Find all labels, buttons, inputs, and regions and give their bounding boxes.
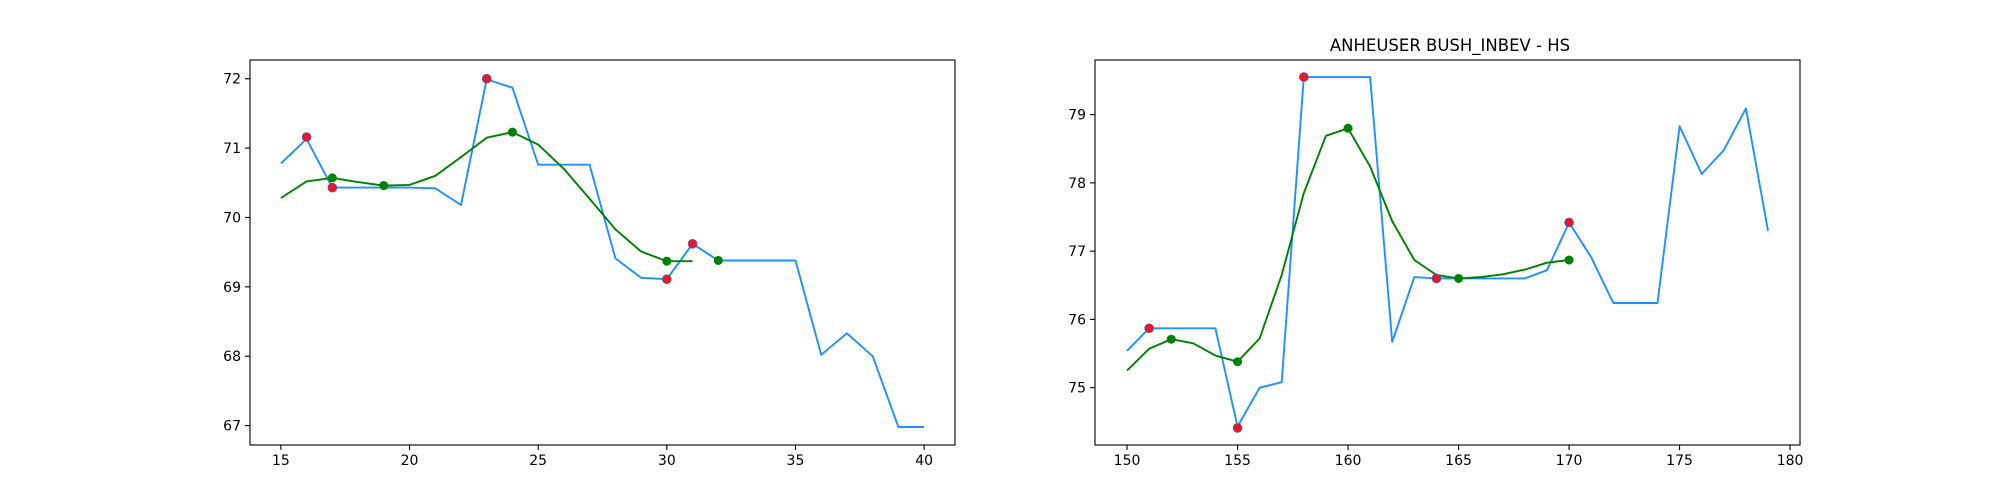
right-chart-smoothed-point xyxy=(1343,123,1353,133)
right-chart-extreme-point xyxy=(1431,273,1442,284)
right-chart-smoothed-point xyxy=(1166,334,1176,344)
right-chart-x-tick-label: 150 xyxy=(1114,453,1141,469)
right-chart-x-tick-label: 180 xyxy=(1777,453,1804,469)
right-chart-axes-frame xyxy=(1094,59,1801,446)
left-chart-axes-frame xyxy=(249,59,956,446)
right-chart-y-tick-label: 76 xyxy=(1068,312,1086,328)
right-chart-x-tick-label: 170 xyxy=(1556,453,1583,469)
right-chart-extreme-point xyxy=(1144,323,1154,334)
left-chart-smoothed-point xyxy=(379,181,389,191)
left-chart-x-tick-label: 25 xyxy=(529,453,547,469)
right-chart-extreme-point xyxy=(1564,217,1574,228)
left-chart-x-tick-label: 35 xyxy=(787,453,805,469)
left-chart-smoothed-point xyxy=(662,256,672,266)
left-chart-x-tick-label: 15 xyxy=(272,453,290,469)
right-chart-extreme-point xyxy=(1299,72,1309,82)
left-chart-y-tick-label: 71 xyxy=(223,141,241,157)
left-chart-price-line xyxy=(280,78,925,428)
right-chart-x-tick-label: 160 xyxy=(1335,453,1362,469)
left-chart-extreme-point xyxy=(301,132,312,142)
left-chart-smoothed-point xyxy=(327,173,337,183)
right-chart: ANHEUSER BUSH_INBEV - HS 150 155 160 165 170… xyxy=(1068,36,1803,469)
right-chart-x-tick-label: 175 xyxy=(1666,453,1693,469)
right-chart-x-tick-label: 165 xyxy=(1445,453,1472,469)
right-chart-extreme-point xyxy=(1232,423,1243,433)
left-chart-y-tick-label: 68 xyxy=(223,349,241,365)
right-chart-smoothed-point xyxy=(1233,357,1243,367)
left-chart-smoothed-point xyxy=(713,255,723,265)
left-chart-smoothed-point xyxy=(507,127,517,137)
right-chart-price-line xyxy=(1126,76,1769,428)
right-chart-y-tick-label: 77 xyxy=(1068,244,1086,260)
left-chart-x-tick-label: 20 xyxy=(401,453,419,469)
right-chart-x-tick-label: 155 xyxy=(1224,453,1251,469)
left-chart-extreme-point xyxy=(662,274,672,285)
right-chart-y-tick-label: 75 xyxy=(1068,381,1086,397)
left-chart-extreme-point xyxy=(687,239,698,249)
right-chart-smoothed-point xyxy=(1564,255,1574,265)
right-chart-smoothed-point xyxy=(1454,273,1464,283)
left-chart-y-tick-label: 70 xyxy=(223,210,241,226)
left-chart-y-tick-label: 69 xyxy=(223,280,241,296)
left-chart-x-tick-label: 40 xyxy=(915,453,933,469)
left-chart-y-tick-label: 72 xyxy=(223,72,241,88)
right-chart-y-tick-label: 78 xyxy=(1068,176,1086,192)
left-chart-y-tick-label: 67 xyxy=(223,419,241,435)
right-chart-title: ANHEUSER BUSH_INBEV - HS xyxy=(1330,36,1570,56)
left-chart-smoothed-line xyxy=(280,131,693,263)
left-chart: 15 20 25 30 35 40 67 68 69 70 71 72 xyxy=(223,59,956,469)
right-chart-y-tick-label: 79 xyxy=(1068,108,1086,124)
left-chart-x-tick-label: 30 xyxy=(658,453,676,469)
left-chart-extreme-point xyxy=(327,182,338,193)
left-chart-extreme-point xyxy=(481,73,492,84)
